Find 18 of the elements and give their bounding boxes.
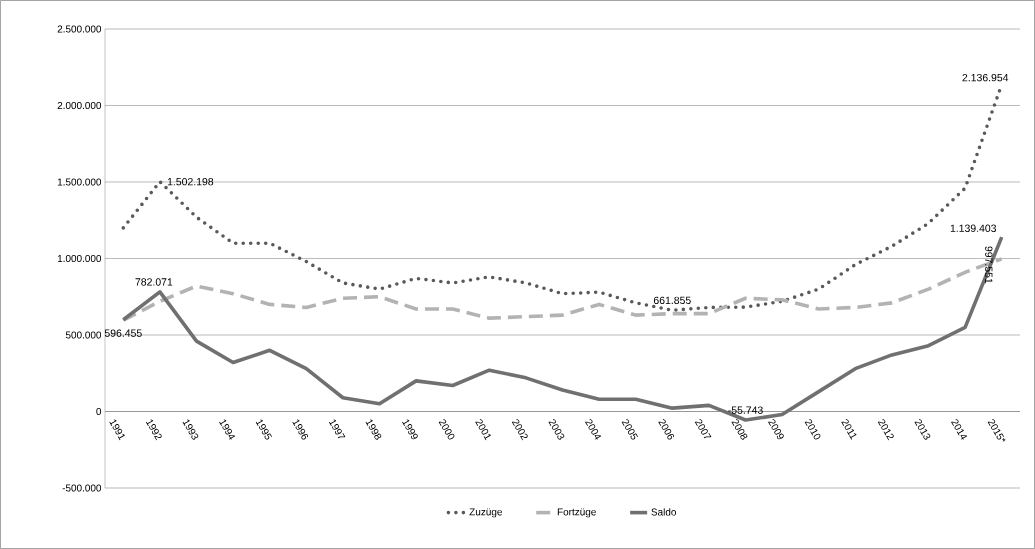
legend-label: Zuzüge bbox=[469, 508, 502, 518]
data-label: 2.136.954 bbox=[962, 73, 1009, 82]
y-tick-label: 500.000 bbox=[65, 331, 102, 339]
y-tick-label: 0 bbox=[96, 407, 102, 416]
data-label: 661.855 bbox=[653, 296, 691, 305]
data-label: 782.071 bbox=[135, 278, 173, 286]
y-tick-label: 1.000.000 bbox=[57, 254, 102, 263]
y-tick-label: 2.500.000 bbox=[57, 25, 102, 33]
data-label: 997.551 bbox=[985, 246, 993, 284]
legend-label: Saldo bbox=[651, 508, 676, 516]
y-tick-label: 2.000.000 bbox=[57, 101, 102, 110]
y-tick-label: -500.000 bbox=[62, 484, 102, 492]
data-label: -55.743 bbox=[728, 406, 763, 414]
data-label: 1.502.198 bbox=[167, 177, 214, 186]
legend-label: Fortzüge bbox=[557, 508, 596, 518]
y-tick-label: 1.500.000 bbox=[57, 178, 102, 186]
data-label: 1.139.403 bbox=[950, 224, 997, 232]
data-label: 596.455 bbox=[104, 329, 142, 337]
